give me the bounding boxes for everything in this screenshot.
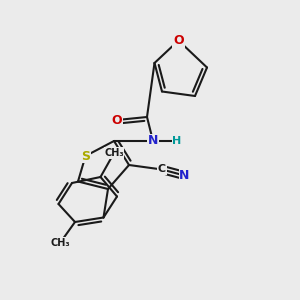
Text: N: N	[179, 169, 190, 182]
Text: C: C	[158, 164, 166, 175]
Text: O: O	[112, 113, 122, 127]
Text: H: H	[172, 136, 182, 146]
Text: S: S	[81, 149, 90, 163]
Text: CH₃: CH₃	[104, 148, 124, 158]
Text: O: O	[173, 34, 184, 47]
Text: N: N	[148, 134, 158, 148]
Text: CH₃: CH₃	[50, 238, 70, 248]
